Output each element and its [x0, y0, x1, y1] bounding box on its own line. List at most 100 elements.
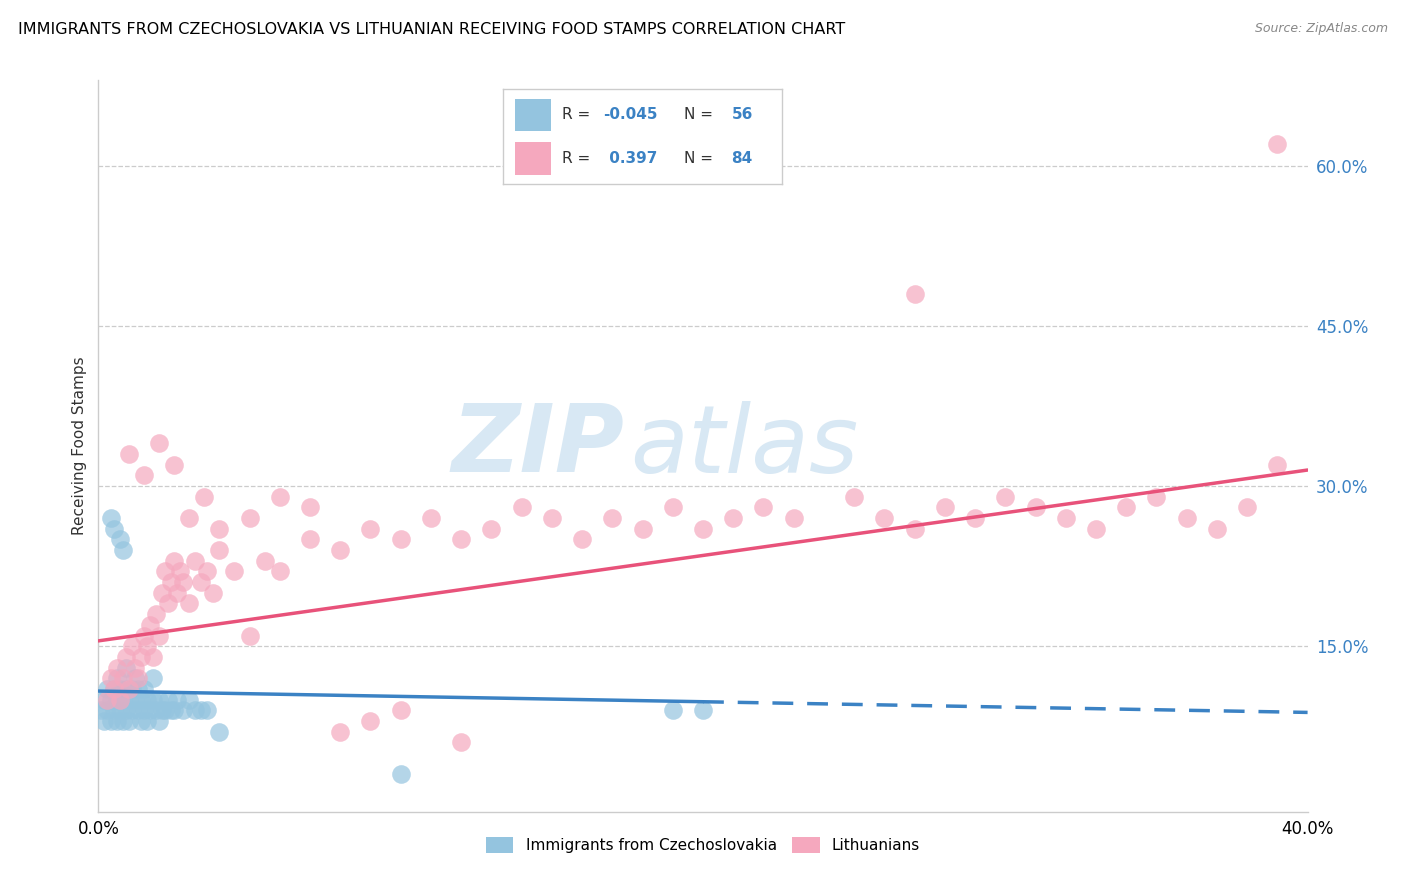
Text: IMMIGRANTS FROM CZECHOSLOVAKIA VS LITHUANIAN RECEIVING FOOD STAMPS CORRELATION C: IMMIGRANTS FROM CZECHOSLOVAKIA VS LITHUA… — [18, 22, 845, 37]
Point — [135, 714, 157, 728]
Point — [844, 490, 866, 504]
Point — [1144, 490, 1167, 504]
Text: Source: ZipAtlas.com: Source: ZipAtlas.com — [1254, 22, 1388, 36]
Point — [661, 500, 683, 515]
Point — [299, 533, 322, 547]
Point — [160, 703, 183, 717]
Point — [389, 703, 412, 717]
Point — [661, 703, 683, 717]
Point — [1236, 500, 1258, 515]
Point — [103, 681, 125, 696]
Point — [389, 767, 412, 781]
Point — [190, 575, 212, 590]
Point — [299, 500, 322, 515]
Point — [148, 692, 170, 706]
Point — [195, 565, 218, 579]
Point — [510, 500, 533, 515]
Point — [360, 522, 382, 536]
Point — [105, 714, 128, 728]
Point — [132, 468, 155, 483]
Point — [153, 703, 176, 717]
Point — [111, 714, 134, 728]
Point — [132, 681, 155, 696]
Point — [163, 703, 186, 717]
Point — [540, 511, 562, 525]
Point — [103, 681, 125, 696]
Point — [129, 714, 152, 728]
Point — [135, 692, 157, 706]
Point — [450, 735, 472, 749]
Point — [118, 692, 141, 706]
Point — [148, 628, 170, 642]
Point — [389, 533, 412, 547]
Point — [193, 490, 215, 504]
Point — [118, 681, 141, 696]
Point — [269, 490, 291, 504]
Point — [1267, 137, 1289, 152]
Text: ZIP: ZIP — [451, 400, 624, 492]
Point — [160, 575, 183, 590]
Point — [129, 649, 152, 664]
Point — [965, 511, 987, 525]
Point — [208, 724, 231, 739]
Point — [124, 671, 146, 685]
Point — [121, 639, 143, 653]
Legend: Immigrants from Czechoslovakia, Lithuanians: Immigrants from Czechoslovakia, Lithuani… — [479, 830, 927, 859]
Point — [329, 543, 352, 558]
Point — [121, 681, 143, 696]
Point — [239, 628, 262, 642]
Point — [127, 671, 149, 685]
Y-axis label: Receiving Food Stamps: Receiving Food Stamps — [72, 357, 87, 535]
Point — [150, 586, 173, 600]
Point — [1085, 522, 1108, 536]
Point — [121, 703, 143, 717]
Point — [105, 692, 128, 706]
Point — [114, 649, 136, 664]
Point — [93, 714, 115, 728]
Text: atlas: atlas — [630, 401, 859, 491]
Point — [692, 522, 714, 536]
Point — [118, 714, 141, 728]
Point — [163, 458, 186, 472]
Point — [93, 692, 115, 706]
Point — [153, 565, 176, 579]
Point — [208, 522, 231, 536]
Point — [100, 511, 122, 525]
Point — [90, 703, 112, 717]
Point — [692, 703, 714, 717]
Point — [172, 703, 194, 717]
Point — [783, 511, 806, 525]
Point — [145, 607, 167, 622]
Point — [202, 586, 225, 600]
Point — [631, 522, 654, 536]
Point — [360, 714, 382, 728]
Point — [169, 565, 191, 579]
Point — [934, 500, 956, 515]
Point — [142, 649, 165, 664]
Point — [111, 671, 134, 685]
Point — [904, 522, 927, 536]
Point — [142, 671, 165, 685]
Point — [752, 500, 775, 515]
Point — [111, 543, 134, 558]
Point — [114, 703, 136, 717]
Point — [100, 671, 122, 685]
Point — [135, 639, 157, 653]
Point — [1024, 500, 1046, 515]
Point — [571, 533, 593, 547]
Point — [96, 703, 118, 717]
Point — [148, 714, 170, 728]
Point — [184, 554, 207, 568]
Point — [253, 554, 276, 568]
Point — [269, 565, 291, 579]
Point — [156, 692, 179, 706]
Point — [190, 703, 212, 717]
Point — [166, 692, 188, 706]
Point — [1115, 500, 1137, 515]
Point — [195, 703, 218, 717]
Point — [124, 660, 146, 674]
Point — [105, 671, 128, 685]
Point — [139, 618, 162, 632]
Point — [108, 703, 131, 717]
Point — [108, 681, 131, 696]
